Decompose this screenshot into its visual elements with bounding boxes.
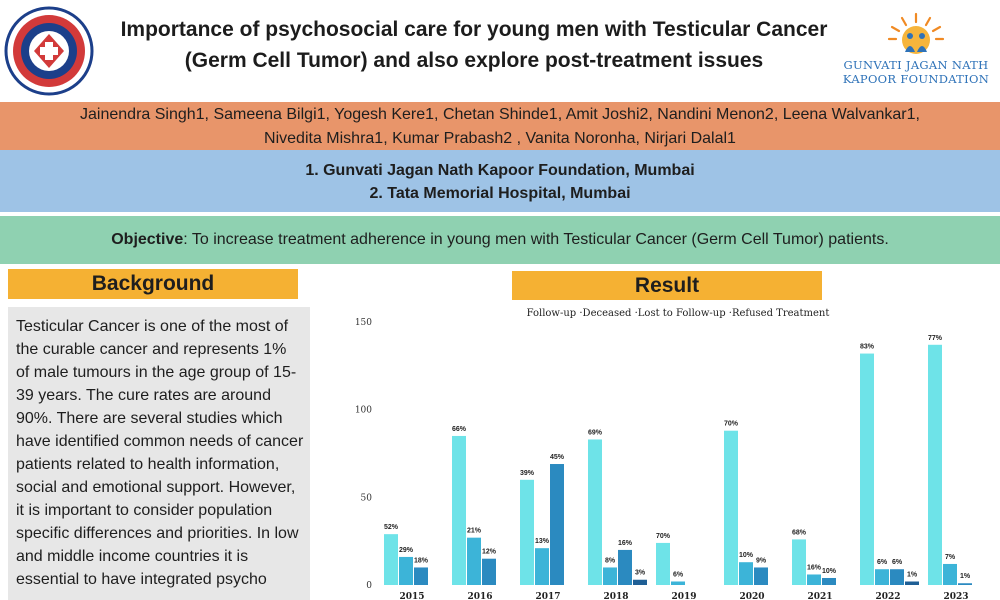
bar (943, 563, 957, 585)
data-label: 68% (792, 529, 807, 536)
x-tick-label: 2016 (467, 592, 492, 600)
affiliation-1: 1. Gunvati Jagan Nath Kapoor Foundation,… (305, 162, 695, 179)
poster-title: Importance of psychosocial care for youn… (112, 14, 836, 76)
title-line-2: (Germ Cell Tumor) and also explore post-… (184, 49, 764, 72)
background-heading: Background (8, 269, 298, 299)
bar (860, 353, 874, 585)
y-tick-label: 150 (355, 318, 372, 328)
data-label: 77% (928, 335, 943, 342)
background-text: Testicular Cancer is one of the most of … (16, 318, 304, 588)
bar (739, 562, 753, 585)
data-label: 16% (807, 564, 822, 571)
bar (467, 537, 481, 585)
x-tick-label: 2023 (943, 592, 968, 600)
bar (958, 583, 972, 585)
data-label: 29% (399, 547, 414, 554)
y-tick-label: 50 (361, 493, 373, 503)
data-label: 45% (550, 454, 565, 461)
department-seal-logo (4, 6, 94, 96)
bar (656, 542, 670, 585)
data-label: 10% (739, 552, 754, 559)
bar (520, 479, 534, 585)
objective-text-block: Objective: To increase treatment adheren… (0, 216, 1000, 264)
bar (875, 569, 889, 585)
bar (399, 556, 413, 585)
data-label: 66% (452, 426, 467, 433)
chart-legend: Follow-up ·Deceased ·Lost to Follow-up ·… (527, 308, 830, 319)
y-tick-label: 100 (355, 406, 372, 416)
authors-line-2: Nivedita Mishra1, Kumar Prabash2 , Vanit… (264, 130, 736, 147)
data-label: 6% (892, 559, 903, 566)
data-label: 6% (673, 571, 684, 578)
x-tick-label: 2021 (807, 592, 832, 600)
org-name-line-1: GUNVATI JAGAN NATH (843, 58, 989, 72)
data-label: 7% (945, 554, 956, 561)
bar (754, 567, 768, 585)
x-tick-label: 2018 (603, 592, 628, 600)
bar (384, 534, 398, 585)
data-label: 8% (605, 557, 616, 564)
result-chart: Follow-up ·Deceased ·Lost to Follow-up ·… (330, 302, 1000, 600)
bar (807, 574, 821, 585)
data-label: 21% (467, 528, 482, 535)
data-label: 83% (860, 344, 875, 351)
bar (535, 548, 549, 585)
data-label: 6% (877, 559, 888, 566)
x-tick-label: 2015 (399, 592, 424, 600)
org-name-line-2: KAPOOR FOUNDATION (842, 72, 990, 86)
data-label: 10% (822, 568, 837, 575)
bar (671, 581, 685, 585)
objective-text: : To increase treatment adherence in you… (183, 231, 889, 248)
x-tick-label: 2019 (671, 592, 696, 600)
bar (482, 558, 496, 585)
objective-band: Objective: To increase treatment adheren… (0, 216, 1000, 264)
bar (633, 579, 647, 585)
foundation-logo: GUNVATI JAGAN NATH KAPOOR FOUNDATION (836, 12, 996, 96)
data-label: 52% (384, 524, 399, 531)
data-label: 12% (482, 549, 497, 556)
affiliations-band: 1. Gunvati Jagan Nath Kapoor Foundation,… (0, 150, 1000, 212)
objective-label: Objective (111, 231, 184, 248)
bar (724, 430, 738, 585)
background-box: Testicular Cancer is one of the most of … (8, 307, 310, 600)
data-label: 16% (618, 540, 633, 547)
authors-band: Jainendra Singh1, Sameena Bilgi1, Yogesh… (0, 102, 1000, 150)
data-label: 3% (635, 570, 646, 577)
sun-people-icon (887, 12, 945, 54)
bar (452, 435, 466, 585)
bar (603, 567, 617, 585)
x-tick-label: 2020 (739, 592, 764, 600)
data-label: 70% (656, 533, 671, 540)
data-label: 1% (960, 573, 971, 580)
data-label: 69% (588, 429, 603, 436)
bar (905, 581, 919, 585)
data-label: 1% (907, 571, 918, 578)
bar (928, 344, 942, 585)
bar (618, 549, 632, 585)
y-tick-label: 0 (366, 581, 372, 591)
result-heading: Result (512, 271, 822, 300)
data-label: 39% (520, 470, 535, 477)
x-tick-label: 2017 (535, 592, 560, 600)
affiliation-2: 2. Tata Memorial Hospital, Mumbai (369, 185, 631, 202)
bar (792, 539, 806, 585)
data-label: 70% (724, 421, 739, 428)
poster-header: Importance of psychosocial care for youn… (0, 0, 1000, 102)
bar (890, 569, 904, 585)
data-label: 9% (756, 557, 767, 564)
bar (550, 464, 564, 585)
bar (414, 567, 428, 585)
data-label: 13% (535, 538, 550, 545)
authors-line-1: Jainendra Singh1, Sameena Bilgi1, Yogesh… (80, 106, 920, 123)
bar (588, 439, 602, 585)
bar-chart-svg: Follow-up ·Deceased ·Lost to Follow-up ·… (355, 308, 972, 600)
data-label: 18% (414, 557, 429, 564)
bar (822, 577, 836, 585)
x-tick-label: 2022 (875, 592, 900, 600)
title-line-1: Importance of psychosocial care for youn… (120, 18, 828, 41)
